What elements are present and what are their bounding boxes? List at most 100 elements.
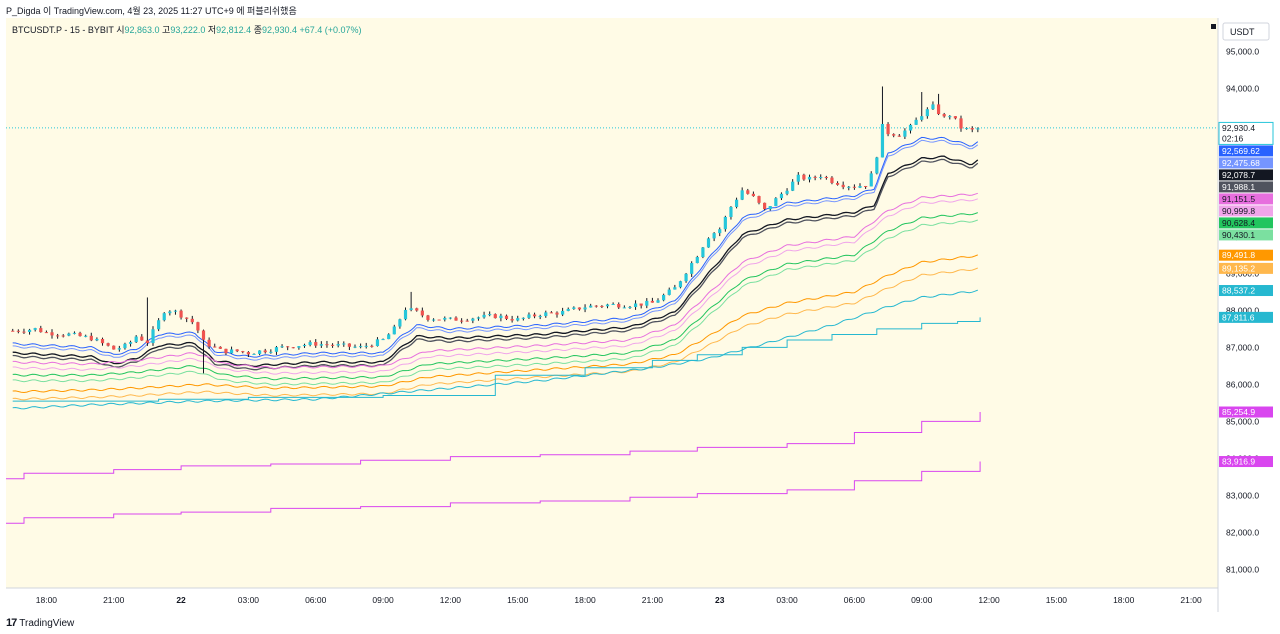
price-label-black-1: 92,078.7 xyxy=(1219,169,1273,181)
legend: BTCUSDT.P - 15 - BYBIT 시92,863.0 고93,222… xyxy=(12,25,362,35)
price-label-blue-1-text: 92,569.62 xyxy=(1222,146,1260,156)
candle-down xyxy=(11,330,15,332)
candle-down xyxy=(190,318,194,323)
candle-up xyxy=(128,342,133,344)
candle-down xyxy=(140,336,144,341)
candle-up xyxy=(633,303,638,307)
price-label-magenta-1-bg xyxy=(1219,406,1273,418)
candle-up xyxy=(656,300,660,303)
currency-button[interactable]: USDT xyxy=(1222,22,1270,41)
candle-up xyxy=(779,193,784,199)
candle-down xyxy=(196,322,200,331)
close-label: 종 xyxy=(254,25,262,35)
candle-up xyxy=(488,314,492,316)
price-label-blue-2: 92,475.68 xyxy=(1219,157,1273,169)
price-chart[interactable]: 95,000.094,000.093,000.092,000.091,000.0… xyxy=(6,18,1274,612)
candle-up xyxy=(27,329,32,333)
candle-down xyxy=(218,346,222,349)
candle-down xyxy=(263,350,267,353)
candle-up xyxy=(84,335,88,337)
candle-down xyxy=(415,308,419,311)
price-label-pink-1: 91,151.5 xyxy=(1219,193,1273,205)
candle-up xyxy=(566,308,570,311)
candle-down xyxy=(886,123,890,135)
price-label-pink-1-text: 91,151.5 xyxy=(1222,194,1255,204)
candle-up xyxy=(403,309,408,320)
candle-down xyxy=(953,116,957,119)
x-tick-label: 18:00 xyxy=(574,595,596,605)
candle-up xyxy=(319,344,323,346)
candle-up xyxy=(645,300,649,306)
candle-down xyxy=(555,312,559,315)
price-label-teal-1: 88,537.2 xyxy=(1219,285,1273,297)
maximize-icon[interactable] xyxy=(1211,24,1216,29)
open-value: 92,863.0 xyxy=(124,25,162,35)
candle-up xyxy=(583,307,587,310)
y-tick-label: 83,000.0 xyxy=(1226,490,1259,500)
y-tick-label: 85,000.0 xyxy=(1226,416,1259,426)
price-label-black-1-bg xyxy=(1219,169,1273,181)
candle-down xyxy=(16,330,20,332)
chart-container[interactable]: 95,000.094,000.093,000.092,000.091,000.0… xyxy=(6,18,1274,612)
candle-down xyxy=(970,128,974,130)
price-label-teal-2-bg xyxy=(1219,311,1273,323)
candle-up xyxy=(869,173,873,187)
candle-down xyxy=(420,310,424,316)
current-price-label-bg xyxy=(1218,121,1274,145)
candle-down xyxy=(942,114,946,117)
price-label-teal-2: 87,811.6 xyxy=(1219,311,1273,323)
candle-down xyxy=(437,319,441,321)
candle-up xyxy=(734,199,739,207)
x-tick-label: 15:00 xyxy=(507,595,529,605)
candle-up xyxy=(33,328,37,330)
candle-up xyxy=(297,346,301,348)
candle-down xyxy=(757,196,761,203)
price-label-blue-2-text: 92,475.68 xyxy=(1222,158,1260,168)
candle-down xyxy=(44,332,48,334)
price-label-green-1-bg xyxy=(1219,217,1273,229)
candle-up xyxy=(157,320,161,330)
y-tick-label: 81,000.0 xyxy=(1226,564,1259,574)
candle-up xyxy=(925,109,929,117)
candle-up xyxy=(302,344,307,347)
series-line-pink-2 xyxy=(12,198,978,375)
candle-down xyxy=(763,202,767,210)
price-label-green-1-text: 90,628.4 xyxy=(1222,218,1255,228)
candle-up xyxy=(920,116,924,120)
candle-down xyxy=(864,186,868,188)
low-label: 저 xyxy=(208,25,216,35)
plot-area[interactable] xyxy=(6,18,1218,588)
price-label-orange-2-bg xyxy=(1219,262,1273,274)
publish-caption-bar: P_Digda 이 TradingView.com, 4월 23, 2025 1… xyxy=(0,0,1280,18)
price-label-pink-2-bg xyxy=(1219,205,1273,217)
candle-up xyxy=(622,307,626,309)
price-label-orange-1-bg xyxy=(1219,249,1273,261)
candle-up xyxy=(701,247,705,258)
candle-up xyxy=(796,174,800,182)
candle-up xyxy=(72,332,77,334)
candle-up xyxy=(908,124,913,131)
candle-up xyxy=(353,346,357,348)
candle-down xyxy=(802,174,806,180)
x-tick-label: 21:00 xyxy=(1180,595,1202,605)
candle-up xyxy=(168,311,172,314)
price-label-pink-1-bg xyxy=(1219,193,1273,205)
candle-up xyxy=(375,339,380,347)
candle-down xyxy=(179,310,183,318)
price-label-magenta-1-text: 85,254.9 xyxy=(1222,407,1255,417)
x-tick-label: 09:00 xyxy=(911,595,933,605)
candle-up xyxy=(499,315,503,319)
price-label-green-2-bg xyxy=(1219,229,1273,241)
candle-up xyxy=(392,326,396,335)
candle-up xyxy=(448,317,452,319)
price-label-blue-1-bg xyxy=(1219,145,1273,157)
x-tick-label: 03:00 xyxy=(776,595,798,605)
candle-down xyxy=(594,305,598,307)
candle-down xyxy=(426,315,430,320)
candle-down xyxy=(510,318,514,321)
candle-up xyxy=(706,238,711,248)
x-tick-label: 22 xyxy=(176,595,186,605)
time-axis[interactable] xyxy=(6,588,1218,612)
x-tick-label: 06:00 xyxy=(844,595,866,605)
candle-up xyxy=(667,289,671,295)
